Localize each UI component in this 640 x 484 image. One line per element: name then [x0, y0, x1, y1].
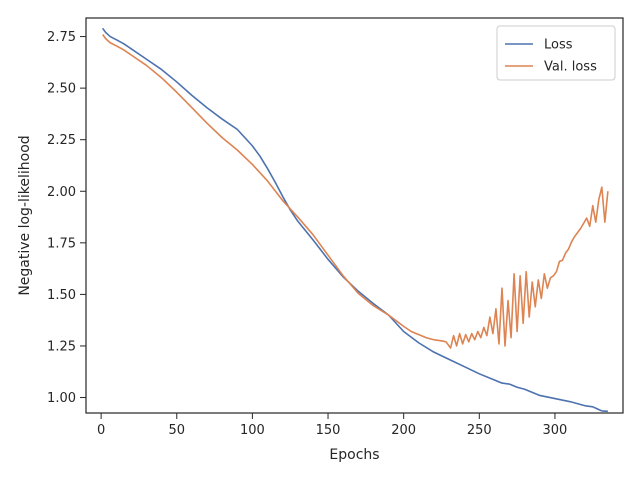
ticks-layer: 0 50 100 150 200 250 300 1.00 1.25 1.50 1.75 2.00 2.… [47, 30, 567, 438]
x-tick-label: 50 [168, 423, 185, 438]
y-tick-label: 1.25 [47, 339, 76, 354]
y-tick-label: 1.00 [47, 391, 76, 406]
y-tick-label: 2.50 [47, 82, 76, 97]
x-tick-label: 200 [391, 423, 416, 438]
legend: Loss Val. loss [496, 25, 616, 81]
plot-frame [85, 17, 624, 414]
x-tick-label: 250 [467, 423, 492, 438]
x-axis-title: Epochs [329, 447, 379, 463]
x-tick-label: 100 [240, 423, 265, 438]
legend-label-loss: Loss [544, 38, 573, 53]
series-line-loss [101, 27, 608, 413]
series-layer [101, 27, 609, 413]
series-line-val-loss [101, 34, 609, 349]
y-tick-label: 2.75 [47, 30, 76, 45]
y-tick-label: 2.25 [47, 133, 76, 148]
x-tick-label: 300 [543, 423, 568, 438]
x-tick-label: 150 [316, 423, 341, 438]
y-tick-label: 1.50 [47, 288, 76, 303]
legend-label-val-loss: Val. loss [544, 60, 597, 75]
y-tick-label: 1.75 [47, 236, 76, 251]
y-axis-title: Negative log-likelihood [17, 135, 33, 295]
x-tick-label: 0 [97, 423, 105, 438]
y-tick-label: 2.00 [47, 185, 76, 200]
